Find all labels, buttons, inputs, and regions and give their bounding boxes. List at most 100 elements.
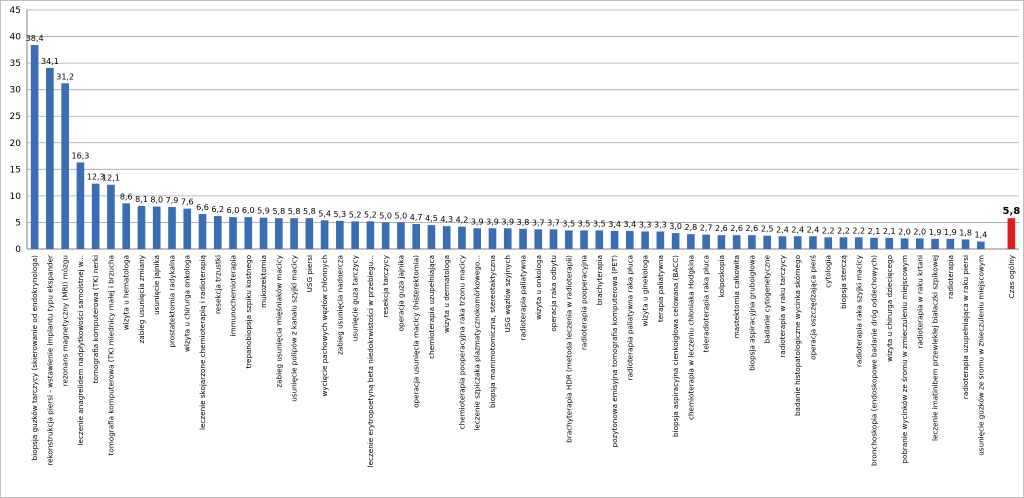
data-label: 4,5	[425, 214, 438, 223]
x-tick-label: usunięcie guza tarczycy	[351, 254, 360, 341]
data-label: 3,9	[501, 217, 514, 226]
data-label: 5,2	[349, 210, 362, 219]
x-tick-label: terapia paliatywna	[656, 255, 665, 322]
data-label: 3,5	[593, 219, 606, 228]
data-label: 2,6	[715, 224, 728, 233]
x-tick-label: kolposkopia	[717, 255, 726, 297]
data-label: 2,2	[822, 226, 835, 235]
data-label: 3,8	[517, 218, 530, 227]
x-tick-label: teleradioterapia raka płuca	[702, 255, 711, 352]
data-label: 2,4	[791, 225, 804, 234]
bar	[351, 221, 359, 249]
x-tick-label: leczenie szpiczaka plazmatycznokomórkowe…	[473, 255, 482, 431]
x-tick-label: leczenie erytropoetyną beta niedokrwisto…	[366, 255, 375, 467]
data-label: 7,9	[166, 196, 179, 205]
data-label: 5,8	[272, 207, 285, 216]
data-label: 5,9	[257, 207, 270, 216]
data-label: 1,9	[929, 228, 942, 237]
data-label: 34,1	[41, 57, 59, 66]
data-label: 6,0	[227, 206, 240, 215]
data-label: 5,8	[1003, 206, 1021, 217]
x-tick-label: chemioterapia uzupełniająca	[427, 255, 436, 359]
data-label: 5,8	[303, 207, 316, 216]
x-tick-label: wycięcie pachowych węzłów chłonnych	[320, 255, 329, 396]
data-label: 3,7	[547, 218, 560, 227]
x-tick-label: wizyta u dermatologa	[442, 255, 451, 333]
data-label: 5,8	[288, 207, 301, 216]
data-label: 31,2	[56, 72, 74, 81]
data-label: 2,4	[776, 225, 789, 234]
bar	[473, 228, 482, 249]
x-tick-label: mukozektomia	[259, 255, 268, 308]
x-tick-label: tomografia komputerowa (TK) miednicy mał…	[106, 255, 115, 455]
x-tick-label: biopsja sterczą	[839, 254, 848, 308]
bar	[595, 230, 604, 249]
data-label: 3,4	[608, 220, 621, 229]
bar	[778, 236, 787, 249]
x-tick-label: mastektomia całkowita	[732, 255, 741, 338]
x-tick-label: radioterapia paliatywna raka płuca	[625, 255, 634, 380]
bar	[641, 231, 649, 249]
x-tick-label: badanie histopatologiczne wycinka skórne…	[793, 255, 802, 416]
x-tick-label: tomografia komputerowa (TK) nerki	[91, 255, 100, 383]
data-label: 3,9	[486, 217, 499, 226]
data-label: 2,0	[913, 227, 926, 236]
x-tick-label: resekcja tarczycy	[381, 254, 390, 317]
x-tick-label: wizyta u onkologa	[534, 255, 543, 320]
data-label: 2,6	[730, 224, 743, 233]
bar	[381, 222, 390, 249]
bar	[977, 241, 985, 249]
bar	[610, 230, 619, 249]
bar	[626, 230, 634, 249]
x-tick-label: rezonans magnetyczny (MRI) mózgu	[61, 255, 70, 386]
data-label: 38,4	[26, 34, 44, 43]
x-tick-label: leczenie skojarzone chemioterapią i radi…	[198, 254, 207, 430]
data-label: 6,0	[242, 206, 255, 215]
bar	[931, 238, 939, 249]
x-tick-label: bronchoskopia (endoskopowe badanie dróg …	[870, 255, 879, 466]
data-label: 2,1	[868, 227, 881, 236]
y-tick-label: 10	[10, 192, 22, 202]
bar	[900, 238, 909, 249]
bar	[244, 217, 253, 249]
bar	[61, 83, 69, 249]
x-tick-label: leczenie anagrelidem nadpłytkowości samo…	[76, 255, 85, 445]
x-tick-label: wizyta u ginekologa	[641, 255, 650, 326]
data-label: 4,7	[410, 213, 423, 222]
data-label: 2,0	[898, 227, 911, 236]
data-label: 5,4	[318, 209, 331, 218]
bar	[290, 218, 298, 249]
y-tick-label: 35	[10, 59, 21, 69]
bar	[152, 206, 161, 249]
bar	[717, 235, 726, 249]
x-tick-label: chemioterapia w leczeniu chłoniaka Hodgk…	[686, 255, 695, 420]
bar	[213, 216, 222, 249]
x-tick-label: immunochemioterapia	[229, 255, 238, 336]
bar	[580, 230, 588, 249]
data-label: 6,6	[196, 203, 209, 212]
x-tick-label: brachyterapia HDR (metoda leczenia w rad…	[564, 255, 573, 443]
data-label: 2,2	[852, 226, 865, 235]
x-tick-label: radioterapia w raku krtani	[915, 255, 924, 348]
x-tick-label: Czas ogólny	[1007, 254, 1016, 298]
x-tick-label: radioterapia pooperacyjna	[580, 255, 589, 350]
data-label: 3,0	[669, 222, 682, 231]
data-label: 8,0	[150, 196, 163, 205]
x-tick-label: zabieg usunięcia mięśniaków macicy	[274, 254, 283, 387]
x-tick-label: biopsja guzków tarczycy (skierowanie od …	[30, 255, 39, 461]
bar	[1007, 218, 1016, 249]
bar	[107, 184, 115, 249]
bar	[763, 235, 771, 249]
bar	[870, 237, 878, 249]
x-tick-label: trepanobiopsja szpiku kostnego	[244, 255, 253, 369]
data-label: 16,3	[72, 151, 90, 160]
x-tick-label: pobranie wycinków ze śromu w zmieczuleni…	[900, 255, 909, 464]
bar	[961, 239, 970, 249]
bar	[702, 234, 710, 249]
x-tick-label: usunięcie guzków ze sromu w znieczuleniu…	[976, 255, 985, 456]
data-label: 2,2	[837, 226, 850, 235]
x-tick-label: biopsja mammotomiczna, stereotaktyczna	[488, 255, 497, 408]
bar	[305, 218, 314, 249]
